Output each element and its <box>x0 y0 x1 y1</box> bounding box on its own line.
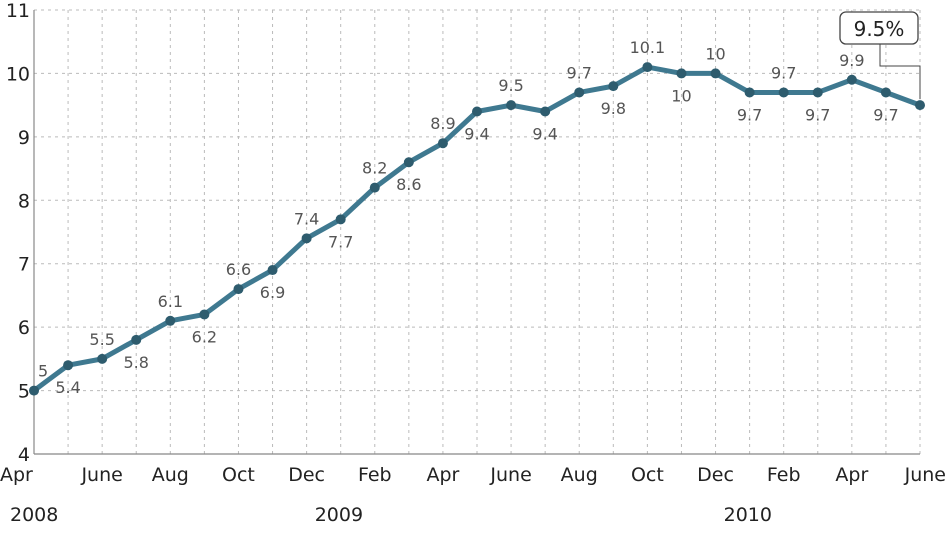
data-label: 10 <box>705 44 725 63</box>
y-tick-label: 4 <box>18 444 30 466</box>
data-label: 8.6 <box>396 175 421 194</box>
data-point <box>29 385 39 396</box>
y-tick-label: 8 <box>18 190 30 212</box>
data-point <box>369 182 380 193</box>
data-point <box>437 138 448 149</box>
data-label: 9.7 <box>873 105 898 124</box>
data-point <box>199 309 210 320</box>
x-year-label: 2008 <box>10 504 58 526</box>
latest-value-callout: 9.5% <box>839 11 921 100</box>
data-point <box>63 360 74 371</box>
data-label: 9.8 <box>601 99 626 118</box>
data-point <box>301 233 312 244</box>
data-label: 9.7 <box>805 105 830 124</box>
data-point <box>846 74 857 85</box>
data-label: 6.6 <box>226 260 251 279</box>
data-point <box>608 81 619 92</box>
data-label: 9.9 <box>839 51 864 70</box>
data-point <box>506 100 517 111</box>
data-point <box>267 265 278 276</box>
data-point <box>778 87 789 98</box>
data-point <box>812 87 823 98</box>
data-label: 9.4 <box>464 124 489 143</box>
x-tick-label: June <box>489 464 531 486</box>
callout-box <box>839 11 919 45</box>
data-point <box>710 68 721 79</box>
data-label: 8.2 <box>362 159 387 178</box>
data-point <box>97 353 108 364</box>
y-tick-label: 9 <box>18 127 30 149</box>
y-tick-label: 10 <box>6 63 30 85</box>
x-tick-label: Dec <box>288 464 325 486</box>
x-tick-label: Oct <box>222 464 255 486</box>
data-label: 9.7 <box>567 63 592 82</box>
data-label: 9.7 <box>771 63 796 82</box>
data-label: 6.9 <box>260 283 285 302</box>
data-point <box>880 87 891 98</box>
data-label: 7.4 <box>294 209 319 228</box>
data-label: 5.4 <box>55 378 80 397</box>
data-point <box>131 334 142 345</box>
data-label: 5.8 <box>124 353 149 372</box>
data-point <box>403 157 414 168</box>
data-label: 9.7 <box>737 105 762 124</box>
data-point <box>165 315 176 326</box>
data-label: 8.9 <box>430 114 455 133</box>
y-axis-tick-labels: 4 5 6 7 8 9 10 11 <box>6 0 30 466</box>
data-label: 5.5 <box>89 330 114 349</box>
data-point <box>642 62 653 73</box>
data-label: 9.4 <box>532 124 557 143</box>
y-tick-label: 5 <box>18 381 30 403</box>
x-tick-label: Apr <box>426 464 459 486</box>
axes <box>33 10 920 455</box>
x-tick-label: Oct <box>631 464 664 486</box>
data-label: 6.2 <box>192 327 217 346</box>
y-tick-label: 7 <box>18 254 30 276</box>
data-label: 6.1 <box>158 292 183 311</box>
data-label: 10 <box>671 86 691 105</box>
x-tick-label: Aug <box>152 464 189 486</box>
data-label: 7.7 <box>328 232 353 251</box>
data-point <box>540 106 551 117</box>
callout-leader-line <box>879 44 921 100</box>
series-rate <box>29 62 925 396</box>
x-tick-label: Feb <box>767 464 801 486</box>
data-point <box>335 214 346 225</box>
data-point <box>574 87 585 98</box>
callout-value: 9.5% <box>854 17 905 41</box>
data-label: 9.5 <box>498 76 523 95</box>
x-axis-tick-labels: Apr June Aug Oct Dec Feb Apr June Aug Oct Dec Feb Ap… <box>0 464 946 486</box>
data-point <box>744 87 755 98</box>
data-point <box>233 284 244 295</box>
x-year-label: 2009 <box>315 504 363 526</box>
y-tick-label: 11 <box>6 0 30 22</box>
y-tick-label: 6 <box>18 317 30 339</box>
data-point <box>472 106 482 117</box>
x-tick-label: Apr <box>0 464 33 486</box>
x-year-label: 2010 <box>724 504 772 526</box>
x-tick-label: June <box>904 464 946 486</box>
x-tick-label: Aug <box>561 464 598 486</box>
x-tick-label: Dec <box>697 464 734 486</box>
data-labels: 5 5.4 5.5 5.8 6.1 6.2 6.6 6.9 7.4 7.7 8.2 8.6 8.9 9.4… <box>38 38 899 397</box>
grid-lines <box>33 9 921 455</box>
data-label: 10.1 <box>630 38 666 57</box>
x-tick-label: Apr <box>835 464 868 486</box>
data-point <box>915 100 925 111</box>
data-point <box>676 68 687 79</box>
x-tick-label: June <box>80 464 122 486</box>
x-tick-label: Feb <box>358 464 392 486</box>
data-label: 5 <box>38 362 48 381</box>
x-axis-year-labels: 2008 2009 2010 <box>10 504 772 526</box>
